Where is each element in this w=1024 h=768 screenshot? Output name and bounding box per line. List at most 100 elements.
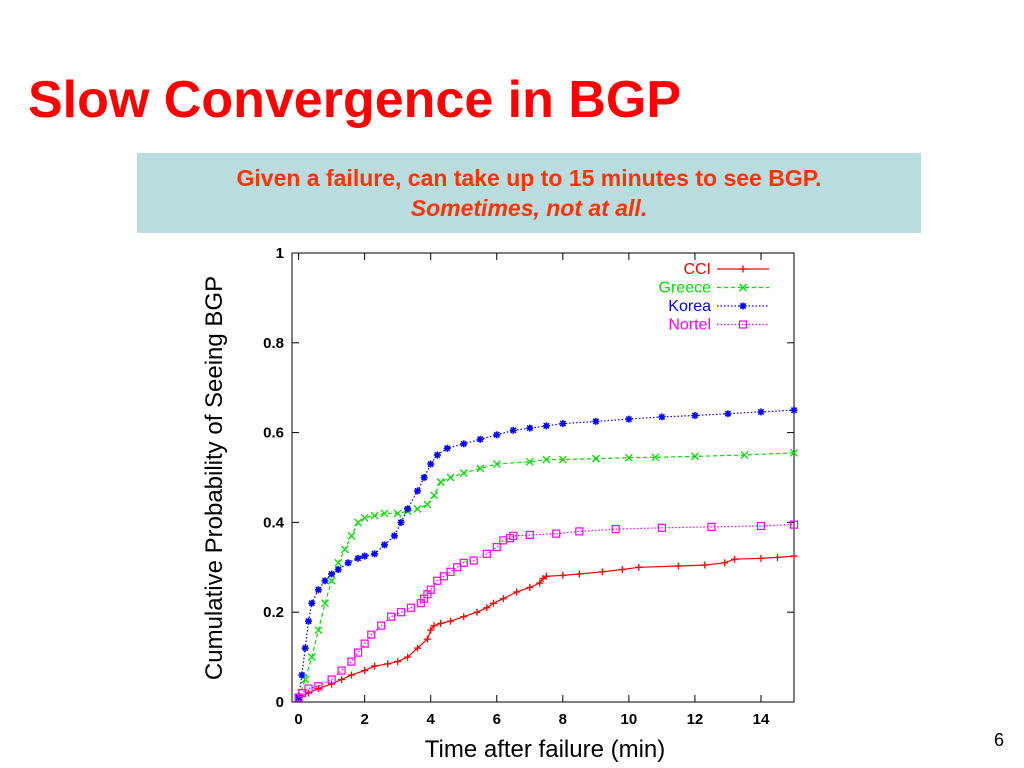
data-point-nortel <box>367 630 376 639</box>
series-line-nortel <box>298 524 795 698</box>
data-point-korea <box>493 431 501 439</box>
data-point-korea <box>380 541 388 549</box>
data-point-nortel <box>611 525 620 534</box>
data-point-korea <box>509 426 517 434</box>
data-point-korea <box>625 415 633 423</box>
callout-line-2: Sometimes, not at all. <box>410 195 648 221</box>
callout-box: Given a failure, can take up to 15 minut… <box>137 153 921 233</box>
data-point-nortel <box>575 527 584 536</box>
data-point-greece <box>476 464 485 473</box>
y-tick-label: 0.4 <box>263 514 285 531</box>
x-tick-label: 8 <box>559 711 567 728</box>
data-point-cci <box>598 568 606 576</box>
data-point-nortel <box>482 549 491 558</box>
data-point-greece <box>327 576 336 585</box>
data-point-greece <box>370 511 379 520</box>
data-point-nortel <box>525 530 534 540</box>
data-point-cci <box>542 572 550 580</box>
data-point-greece <box>321 599 329 608</box>
data-point-greece <box>334 558 343 567</box>
data-point-nortel <box>337 666 346 675</box>
data-point-cci <box>328 680 336 688</box>
data-point-cci <box>526 584 534 592</box>
data-point-nortel <box>347 657 356 666</box>
data-point-greece <box>413 504 422 513</box>
x-tick-label: 6 <box>493 711 501 728</box>
data-point-cci <box>423 635 431 643</box>
callout-line-1: Given a failure, can take up to 15 minut… <box>236 165 822 191</box>
data-point-korea <box>592 417 600 425</box>
data-point-nortel <box>552 529 561 538</box>
data-point-greece <box>340 545 349 554</box>
data-point-cci <box>489 599 497 607</box>
data-point-greece <box>542 455 551 464</box>
legend-label-cci: CCI <box>683 261 711 278</box>
data-point-nortel <box>756 521 766 531</box>
x-tick-label: 12 <box>687 711 704 728</box>
data-point-cci <box>371 662 379 670</box>
data-point-greece <box>393 509 402 518</box>
data-point-nortel <box>492 542 501 552</box>
data-point-cci <box>701 561 709 569</box>
data-point-nortel <box>360 639 369 648</box>
y-tick-label: 0.2 <box>263 604 284 621</box>
data-point-korea <box>308 599 316 607</box>
data-point-nortel <box>499 536 508 545</box>
legend-label-nortel: Nortel <box>668 317 711 334</box>
data-point-korea <box>542 422 550 430</box>
data-point-korea <box>328 570 336 578</box>
data-point-korea <box>354 554 362 562</box>
series-line-greece <box>298 452 795 698</box>
data-point-cci <box>430 622 438 630</box>
data-point-korea <box>390 532 398 540</box>
data-point-korea <box>298 671 306 679</box>
data-point-cci <box>384 660 392 668</box>
data-point-nortel <box>657 523 666 532</box>
legend-item-nortel: Nortel <box>668 317 769 334</box>
data-point-nortel <box>406 603 415 612</box>
x-tick-label: 4 <box>427 711 436 728</box>
legend-marker-nortel <box>738 320 748 329</box>
data-point-greece <box>459 469 468 477</box>
data-point-korea <box>526 424 534 432</box>
data-point-cci <box>437 619 445 627</box>
data-point-greece <box>790 448 798 457</box>
data-point-greece <box>690 452 699 461</box>
data-point-greece <box>380 509 389 518</box>
data-point-greece <box>301 675 310 684</box>
series-nortel <box>294 520 799 702</box>
data-point-nortel <box>707 522 716 531</box>
data-point-korea <box>460 440 468 448</box>
data-point-cci <box>427 626 435 634</box>
x-tick-label: 2 <box>360 711 368 728</box>
data-point-cci <box>731 555 739 563</box>
legend-item-korea: Korea <box>668 298 769 315</box>
data-point-korea <box>420 474 428 481</box>
data-point-cci <box>473 608 481 616</box>
data-point-korea <box>443 444 451 452</box>
data-point-cci <box>361 667 369 675</box>
data-point-cci <box>447 617 455 625</box>
data-point-nortel <box>433 576 442 585</box>
data-point-nortel <box>439 572 449 581</box>
data-point-nortel <box>426 585 435 594</box>
series-layer <box>294 406 799 702</box>
series-cci <box>295 552 798 702</box>
data-point-cci <box>347 671 355 679</box>
data-point-korea <box>314 586 322 594</box>
data-point-nortel <box>789 520 799 529</box>
data-point-greece <box>423 500 432 509</box>
data-point-cci <box>618 566 626 574</box>
data-point-nortel <box>314 682 323 691</box>
data-point-nortel <box>509 531 518 540</box>
legend-marker-cci <box>739 265 747 273</box>
data-point-greece <box>651 453 660 462</box>
data-point-cci <box>790 552 798 560</box>
data-point-nortel <box>353 648 363 657</box>
x-tick-label: 10 <box>621 711 638 728</box>
data-point-cci <box>483 604 491 612</box>
data-point-korea <box>305 617 313 625</box>
legend-item-cci: CCI <box>683 261 769 278</box>
